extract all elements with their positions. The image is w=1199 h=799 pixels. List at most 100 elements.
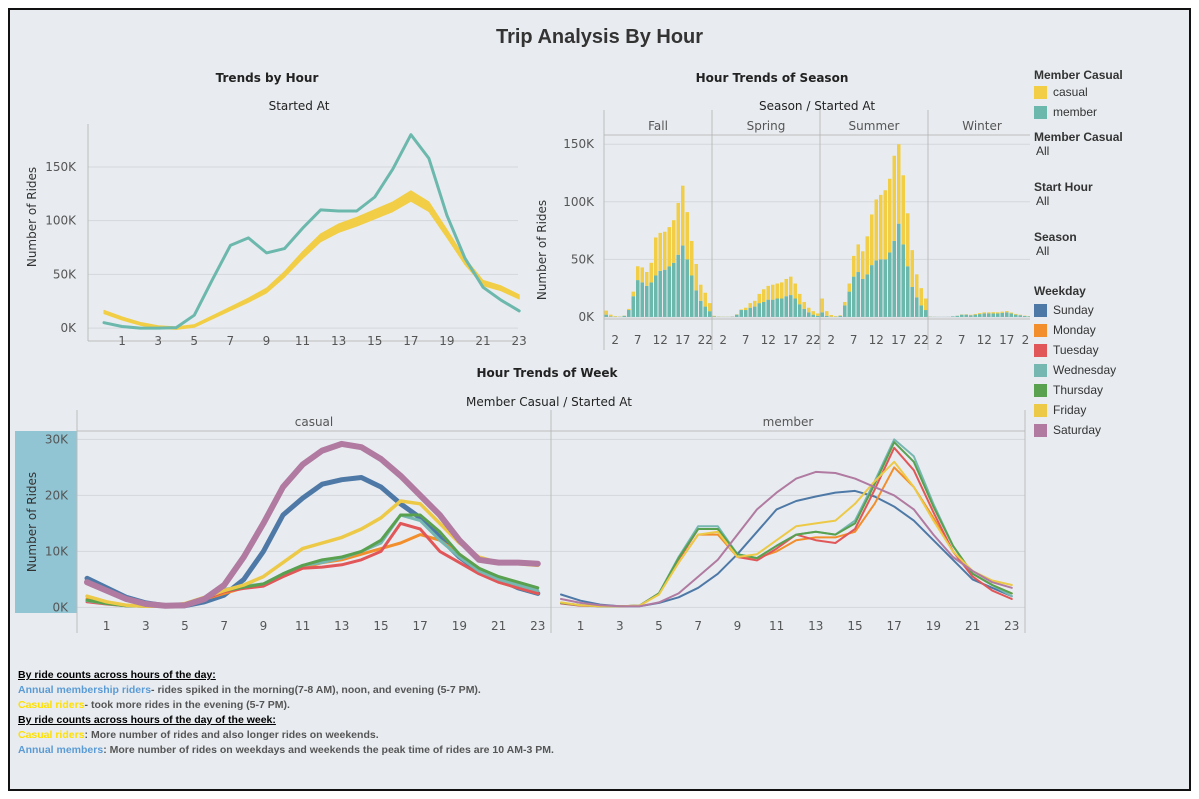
y-tick-label: 0K xyxy=(578,310,595,324)
filter-start-hour-value[interactable]: All xyxy=(1036,194,1050,208)
legend-item-tuesday[interactable]: Tuesday xyxy=(1034,340,1184,360)
filter-season-value[interactable]: All xyxy=(1036,244,1050,258)
bar-casual xyxy=(663,231,667,270)
swatch-tuesday xyxy=(1034,343,1047,357)
bar-casual xyxy=(676,202,680,255)
bar-member xyxy=(870,265,874,317)
legend-item-saturday[interactable]: Saturday xyxy=(1034,420,1184,440)
x-tick-label: 11 xyxy=(769,619,784,633)
note-text: - took more rides in the evening (5-7 PM… xyxy=(84,699,290,711)
bar-casual xyxy=(1014,313,1018,315)
note-label-members: Annual membership riders xyxy=(18,684,152,696)
bar-member xyxy=(865,274,869,317)
bar-member xyxy=(906,266,910,317)
bar-member xyxy=(622,315,626,317)
legend-panel: Member Casual casual member Member Casua… xyxy=(1034,64,1184,440)
bar-casual xyxy=(667,227,671,267)
y-tick-label: 0K xyxy=(60,321,77,335)
bar-member xyxy=(739,310,743,317)
bar-casual xyxy=(649,262,653,283)
bar-member xyxy=(676,254,680,317)
bar-casual xyxy=(636,266,640,281)
filter-member-casual-title: Member Casual xyxy=(1034,130,1123,144)
bar-member xyxy=(1014,314,1018,317)
legend-item-wednesday[interactable]: Wednesday xyxy=(1034,360,1184,380)
bar-casual xyxy=(681,185,685,246)
bar-casual xyxy=(748,303,752,308)
facet-label: Fall xyxy=(648,119,668,133)
bar-casual xyxy=(802,301,806,309)
bar-member xyxy=(973,314,977,317)
bar-member xyxy=(636,280,640,317)
bar-member xyxy=(874,260,878,317)
x-tick-label: 9 xyxy=(260,619,268,633)
legend-item-member[interactable]: member xyxy=(1034,102,1184,122)
bar-member xyxy=(762,301,766,317)
legend-item-sunday[interactable]: Sunday xyxy=(1034,300,1184,320)
legend-label: Saturday xyxy=(1053,423,1102,437)
legend-item-thursday[interactable]: Thursday xyxy=(1034,380,1184,400)
bar-member xyxy=(955,315,959,317)
bar-casual xyxy=(811,311,815,315)
filter-member-casual-value[interactable]: All xyxy=(1036,144,1050,158)
bar-casual xyxy=(987,312,991,314)
bar-member xyxy=(982,313,986,317)
bar-casual xyxy=(991,312,995,314)
facet-label: member xyxy=(763,415,814,429)
y-tick-label: 0K xyxy=(52,600,69,614)
bar-member xyxy=(879,259,883,317)
bar-casual xyxy=(816,313,820,316)
bar-casual xyxy=(892,155,896,241)
facet-label: Spring xyxy=(747,119,786,133)
bar-casual xyxy=(793,283,797,299)
bar-casual xyxy=(901,175,905,245)
y-axis-label: Number of Rides xyxy=(535,200,549,300)
note-label-casual: Casual riders xyxy=(18,729,85,741)
bar-casual xyxy=(780,282,784,299)
bar-casual xyxy=(910,250,914,287)
x-tick-label: 3 xyxy=(616,619,624,633)
note-text: : More number of rides on weekdays and w… xyxy=(103,744,554,756)
bar-casual xyxy=(1009,312,1013,314)
bar-casual xyxy=(627,308,631,311)
x-tick-label: 13 xyxy=(808,619,823,633)
bar-casual xyxy=(924,298,928,311)
bar-member xyxy=(604,314,608,317)
series-line-thursday xyxy=(85,513,540,608)
bar-member xyxy=(609,316,613,317)
chart-trends-by-hour: Trends by Hour Started At Number of Ride… xyxy=(25,71,527,348)
bar-casual xyxy=(825,311,829,316)
bar-member xyxy=(892,240,896,317)
x-tick-label: 12 xyxy=(761,333,776,347)
x-tick-label: 5 xyxy=(181,619,189,633)
bar-casual xyxy=(883,190,887,260)
x-tick-label: 17 xyxy=(887,619,902,633)
legend-item-casual[interactable]: casual xyxy=(1034,82,1184,102)
legend-weekday-title: Weekday xyxy=(1034,284,1086,298)
bar-casual xyxy=(685,212,689,260)
x-tick-label: 19 xyxy=(452,619,467,633)
series-line-wednesday xyxy=(560,438,1013,608)
x-tick-label: 15 xyxy=(847,619,862,633)
bar-casual xyxy=(1000,311,1004,313)
note-label-casual: Casual riders xyxy=(18,699,85,711)
x-tick-label: 5 xyxy=(190,334,198,348)
x-tick-label: 7 xyxy=(742,333,750,347)
x-tick-label: 7 xyxy=(220,619,228,633)
x-tick-label: 2 xyxy=(827,333,835,347)
bar-member xyxy=(771,299,775,317)
bar-casual xyxy=(888,178,892,253)
bar-casual xyxy=(784,278,788,297)
bar-casual xyxy=(766,285,770,300)
swatch-casual xyxy=(1034,85,1047,99)
bar-member xyxy=(672,262,676,317)
bar-member xyxy=(964,314,968,317)
y-tick-label: 100K xyxy=(563,195,595,209)
legend-item-friday[interactable]: Friday xyxy=(1034,400,1184,420)
filter-start-hour-title: Start Hour xyxy=(1034,180,1093,194)
legend-item-monday[interactable]: Monday xyxy=(1034,320,1184,340)
bar-member xyxy=(811,314,815,317)
bar-casual xyxy=(762,289,766,302)
bar-casual xyxy=(870,214,874,266)
x-tick-label: 22 xyxy=(1022,333,1030,347)
